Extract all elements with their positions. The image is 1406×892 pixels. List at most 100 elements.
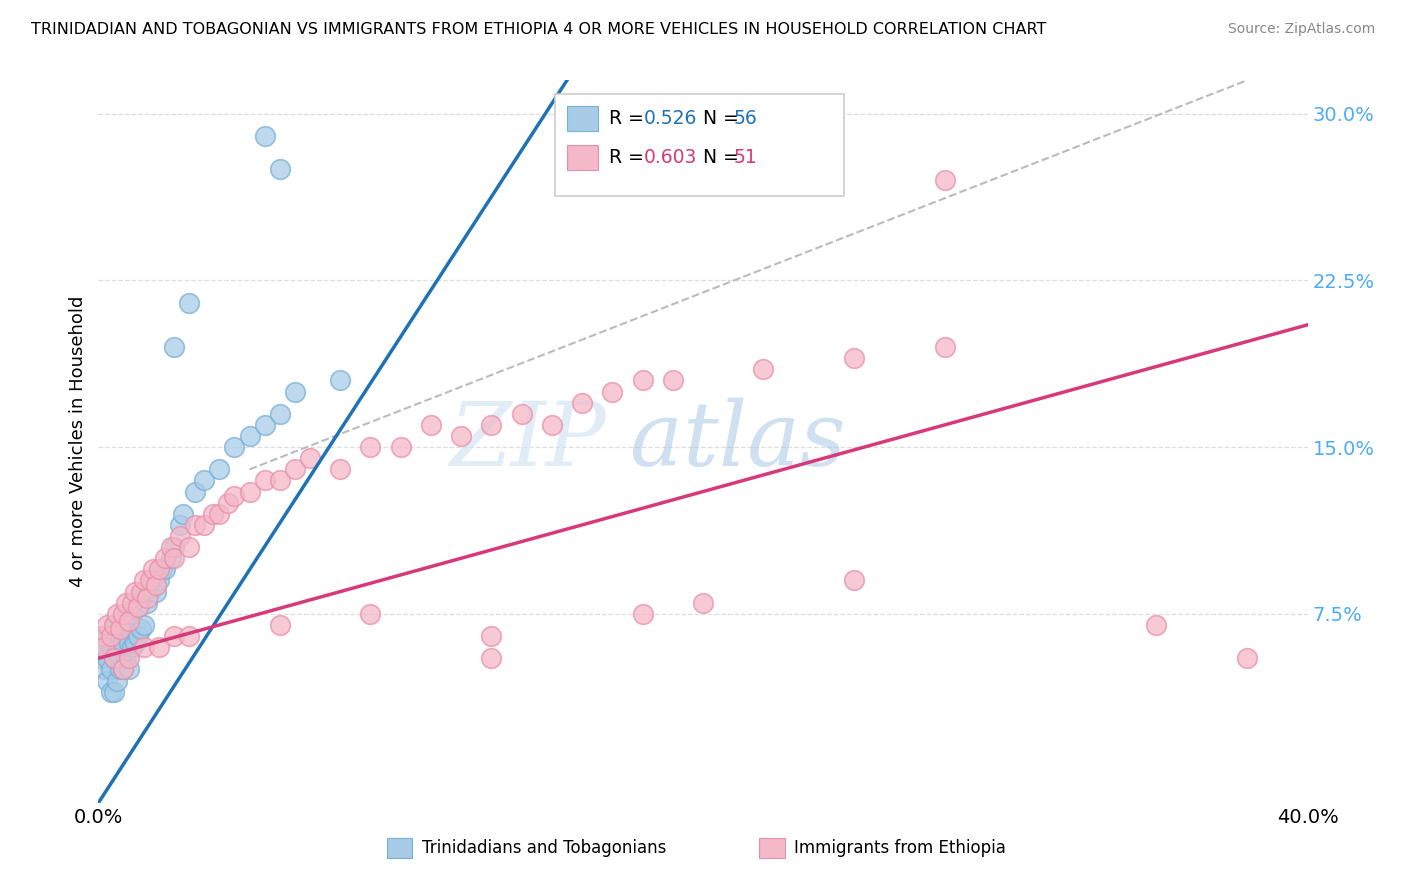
Point [148,574,170,588]
Text: N =: N = [703,148,745,168]
Point [239,429,262,443]
Point [193,517,215,532]
Point [153,551,176,566]
Point [284,462,307,476]
Point [752,362,775,376]
Point [179,540,201,554]
Point [111,607,134,621]
Text: ZIP: ZIP [450,398,606,485]
Point [111,662,134,676]
Point [121,607,143,621]
Point [153,562,176,576]
Point [127,629,149,643]
Point [540,417,562,432]
Point [420,417,443,432]
Point [100,662,122,676]
Point [1236,651,1258,665]
Point [132,640,155,655]
Point [150,562,173,576]
Point [90,629,112,643]
Point [148,562,170,576]
Point [118,614,141,628]
Point [105,673,128,688]
Point [139,584,162,599]
Point [127,600,149,615]
Point [111,614,134,628]
Point [129,584,152,599]
Text: atlas: atlas [630,398,846,485]
Point [208,507,231,521]
Point [631,607,654,621]
Point [96,629,118,643]
Text: Source: ZipAtlas.com: Source: ZipAtlas.com [1227,22,1375,37]
Point [145,584,167,599]
Point [253,474,276,488]
Point [105,645,128,659]
Point [105,607,128,621]
Point [253,128,276,143]
Point [169,529,191,543]
Point [299,451,322,466]
Point [360,440,382,454]
Point [224,489,246,503]
Point [184,517,207,532]
Point [329,373,352,387]
Point [93,662,115,676]
Text: R =: R = [609,109,650,128]
Point [90,651,112,665]
Point [118,614,141,628]
Point [124,636,146,650]
Point [139,574,162,588]
Point [148,640,170,655]
Point [172,507,194,521]
Point [1144,618,1167,632]
Point [450,429,472,443]
Point [179,295,201,310]
Point [934,340,956,354]
Point [103,618,125,632]
Point [163,340,186,354]
Point [179,629,201,643]
Point [100,684,122,698]
Point [100,640,122,655]
Point [631,373,654,387]
Point [253,417,276,432]
Point [108,640,131,655]
Point [96,651,118,665]
Point [103,618,125,632]
Point [481,417,503,432]
Point [114,623,136,637]
Point [481,629,503,643]
Point [169,517,191,532]
Point [145,578,167,592]
Point [96,673,118,688]
Point [510,407,533,421]
Point [111,636,134,650]
Text: 56: 56 [734,109,758,128]
Point [602,384,624,399]
Point [481,651,503,665]
Point [661,373,683,387]
Point [142,562,165,576]
Point [844,574,866,588]
Point [108,662,131,676]
Point [108,618,131,632]
Point [111,662,134,676]
Text: 0.603: 0.603 [644,148,697,168]
Point [269,162,291,177]
Point [114,596,136,610]
Point [108,623,131,637]
Text: Trinidadians and Tobagonians: Trinidadians and Tobagonians [422,839,666,857]
Y-axis label: 4 or more Vehicles in Household: 4 or more Vehicles in Household [69,296,87,587]
Point [269,407,291,421]
Text: R =: R = [609,148,650,168]
Point [127,600,149,615]
Point [217,496,239,510]
Text: 0.526: 0.526 [644,109,697,128]
Point [124,600,146,615]
Point [132,618,155,632]
Point [124,584,146,599]
Point [93,640,115,655]
Point [96,618,118,632]
Point [193,474,215,488]
